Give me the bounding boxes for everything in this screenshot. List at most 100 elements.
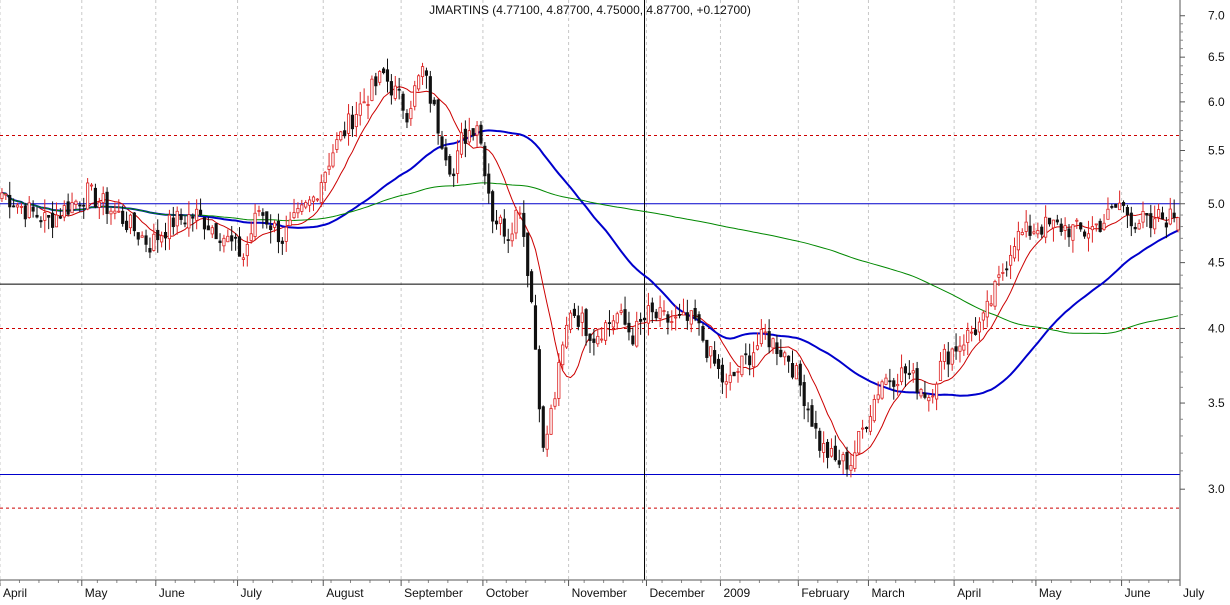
candle-body (163, 231, 168, 239)
candle-body (183, 222, 187, 225)
candle-body (58, 216, 62, 219)
candle-body (1040, 226, 1044, 235)
candle-body (973, 329, 978, 335)
candle-body (471, 128, 475, 137)
candle-body (787, 355, 791, 362)
candle-body (121, 210, 125, 224)
y-tick-label: 4.0 (1208, 321, 1225, 335)
candle-body (420, 66, 425, 78)
candle-body (413, 85, 417, 107)
candle-body (697, 314, 701, 324)
candle-body (759, 328, 763, 345)
candle-body (767, 331, 771, 348)
x-tick-label: April (3, 586, 27, 600)
candle-body (642, 317, 647, 321)
x-tick-label: September (404, 586, 463, 600)
y-tick-label: 6.0 (1208, 95, 1225, 109)
candle-body (1121, 202, 1126, 206)
candle-body (1145, 213, 1149, 216)
candle-body (845, 451, 849, 470)
candle-body (580, 312, 584, 323)
candle-body (619, 310, 623, 313)
candle-body (280, 240, 284, 244)
candle-body (300, 204, 304, 212)
candle-body (226, 235, 230, 243)
candle-body (82, 204, 86, 207)
candle-body (245, 243, 249, 257)
candle-body (985, 300, 989, 318)
x-tick-label: December (649, 586, 704, 600)
candle-body (272, 222, 277, 228)
candle-body (1071, 224, 1075, 241)
candle-body (1102, 222, 1106, 230)
candle-body (292, 212, 296, 219)
candle-body (1160, 212, 1165, 220)
candle-body (576, 315, 580, 327)
candle-body (1036, 230, 1040, 235)
candle-body (662, 310, 666, 313)
candle-body (1079, 222, 1083, 230)
candle-body (1125, 207, 1129, 216)
candle-body (1001, 272, 1005, 274)
candle-body (876, 394, 880, 400)
candle-body (1016, 230, 1020, 251)
candle-body (553, 398, 557, 407)
x-tick-label: June (1125, 586, 1151, 600)
candle-body (822, 443, 826, 453)
candle-body (1044, 216, 1048, 238)
candle-body (849, 465, 853, 471)
candle-body (296, 208, 300, 214)
y-tick-label: 3.5 (1208, 396, 1225, 410)
candle-body (510, 233, 514, 242)
candle-body (935, 383, 939, 400)
candle-body (51, 212, 55, 228)
candle-body (249, 233, 253, 241)
candle-body (915, 368, 919, 393)
candle-body (124, 220, 129, 231)
candle-body (545, 433, 549, 450)
candle-body (494, 220, 499, 225)
candle-body (261, 212, 265, 216)
candle-body (993, 281, 997, 307)
candle-body (62, 205, 66, 218)
candle-body (323, 171, 327, 183)
candle-body (1067, 228, 1071, 238)
candle-body (919, 389, 923, 397)
candle-body (128, 214, 133, 229)
y-tick-label: 4.5 (1208, 256, 1225, 270)
candle-body (198, 209, 203, 215)
candle-body (833, 445, 837, 461)
candle-body (1075, 219, 1079, 222)
x-tick-label: October (486, 586, 529, 600)
candle-body (537, 349, 541, 410)
candle-body (237, 236, 242, 257)
candle-body (627, 322, 631, 333)
candle-body (362, 101, 366, 104)
candle-body (533, 305, 538, 350)
candle-body (818, 430, 822, 451)
candle-body (1129, 212, 1133, 227)
candle-body (1024, 221, 1028, 232)
candle-body (907, 372, 911, 375)
candle-body (54, 214, 59, 228)
candle-body (892, 380, 896, 387)
candle-body (942, 348, 946, 362)
candle-body (977, 321, 982, 333)
candle-body (1133, 226, 1137, 230)
grid (0, 0, 1181, 580)
candle-body (966, 329, 970, 343)
candle-body (15, 204, 20, 208)
candle-body (522, 212, 526, 237)
candle-body (584, 309, 588, 336)
candle-body (89, 184, 94, 187)
candle-body (514, 209, 518, 234)
candle-body (592, 338, 596, 343)
candle-body (588, 333, 592, 341)
candle-body (265, 211, 269, 225)
candle-body (276, 220, 281, 243)
candle-body (989, 303, 993, 306)
candle-body (319, 182, 323, 203)
candle-body (1032, 231, 1036, 234)
candle-body (744, 353, 748, 356)
candle-body (678, 314, 682, 316)
